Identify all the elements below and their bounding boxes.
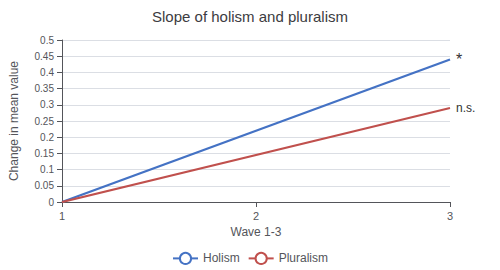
- svg-text:Pluralism: Pluralism: [279, 251, 328, 265]
- svg-text:*: *: [456, 51, 462, 68]
- svg-text:0.25: 0.25: [35, 116, 55, 127]
- svg-text:0: 0: [48, 197, 54, 208]
- svg-text:Wave 1-3: Wave 1-3: [231, 225, 282, 239]
- svg-text:3: 3: [447, 210, 453, 222]
- svg-text:0.3: 0.3: [40, 99, 54, 110]
- svg-text:2: 2: [253, 210, 259, 222]
- svg-text:Change in mean value: Change in mean value: [7, 61, 21, 181]
- svg-text:0.2: 0.2: [40, 132, 54, 143]
- svg-text:0.4: 0.4: [40, 67, 54, 78]
- svg-text:0.1: 0.1: [40, 164, 54, 175]
- svg-text:0.05: 0.05: [35, 180, 55, 191]
- svg-text:0.5: 0.5: [40, 35, 54, 46]
- svg-text:0.45: 0.45: [35, 51, 55, 62]
- svg-text:Holism: Holism: [203, 251, 240, 265]
- svg-text:Slope of holism and pluralism: Slope of holism and pluralism: [152, 8, 348, 25]
- svg-text:0.35: 0.35: [35, 83, 55, 94]
- svg-text:1: 1: [59, 210, 65, 222]
- svg-text:0.15: 0.15: [35, 148, 55, 159]
- svg-text:n.s.: n.s.: [456, 101, 475, 115]
